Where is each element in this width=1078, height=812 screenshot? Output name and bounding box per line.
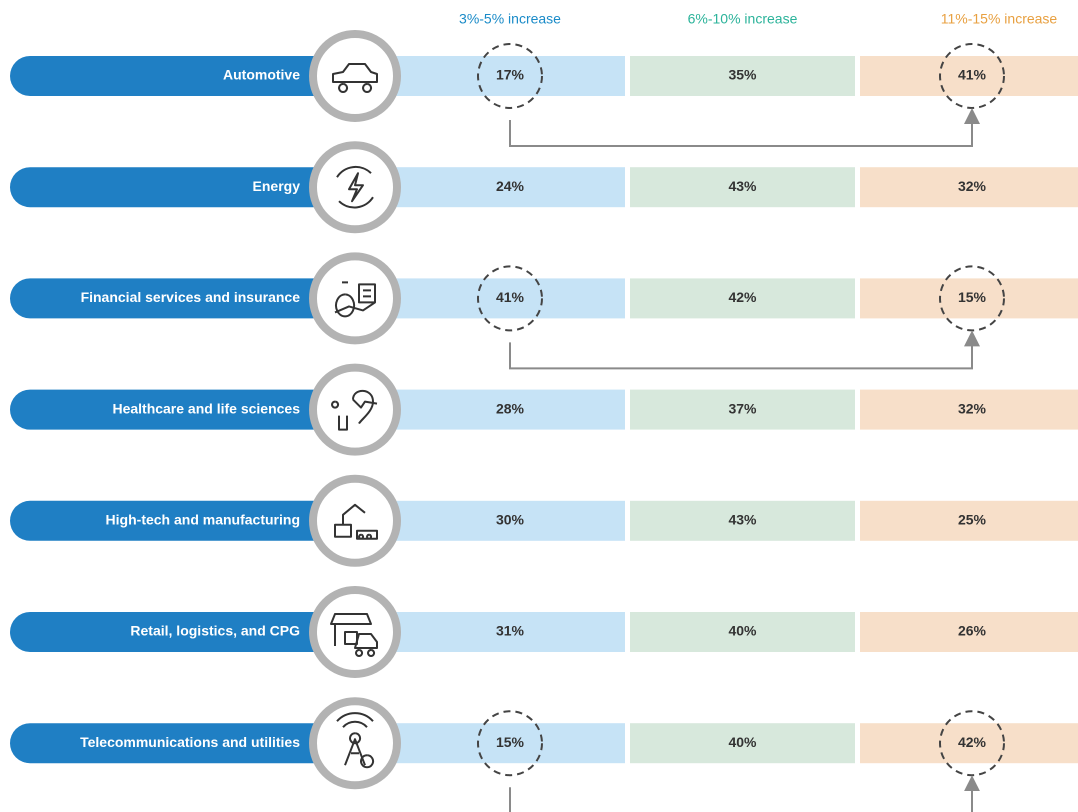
cell-value: 43% (728, 512, 757, 528)
icon (331, 389, 378, 431)
cell (395, 56, 625, 96)
row-label: Healthcare and life sciences (112, 400, 300, 416)
connector-arrow (509, 108, 980, 147)
cell-value: 40% (728, 734, 757, 750)
row: Telecommunications and utilities 15% 40% 42… (10, 697, 1078, 812)
cell-value: 26% (958, 623, 987, 639)
row-pill (10, 612, 330, 652)
cell (860, 389, 1078, 430)
cell (630, 723, 855, 764)
icon (336, 712, 375, 769)
column-header: 6%-10% increase (688, 11, 798, 27)
cell (395, 389, 625, 430)
column-header: 11%-15% increase (941, 11, 1058, 27)
cell-value: 35% (728, 67, 757, 83)
cell-value: 42% (728, 289, 757, 305)
cell-value: 15% (958, 289, 987, 305)
icon (336, 165, 374, 209)
cell-value: 31% (496, 623, 525, 639)
icon (334, 281, 376, 318)
column-header: 3%-5% increase (459, 11, 561, 27)
row-label: Financial services and insurance (81, 289, 301, 305)
row-pill (10, 723, 330, 764)
cell-value: 15% (496, 734, 525, 750)
cell (395, 723, 625, 764)
row-label: Energy (253, 178, 301, 194)
cell (395, 167, 625, 208)
highlight-circle (939, 265, 1005, 332)
row: Retail, logistics, and CPG 31% 40% 26% (10, 586, 1078, 678)
cell-value: 41% (958, 67, 987, 83)
cell-value: 43% (728, 178, 757, 194)
row-label: Automotive (223, 67, 300, 83)
connector-arrow (509, 775, 980, 812)
connector-arrow (509, 330, 980, 370)
icon-ring (309, 30, 401, 122)
cell (860, 612, 1078, 652)
cell (630, 167, 855, 208)
cell-value: 25% (958, 512, 987, 528)
cell-value: 28% (496, 400, 525, 416)
cell (630, 278, 855, 319)
cell-value: 40% (728, 623, 757, 639)
cell (395, 500, 625, 541)
cell (860, 56, 1078, 96)
row-pill (10, 389, 330, 430)
icon (330, 613, 378, 657)
cell-value: 41% (496, 289, 525, 305)
cell (860, 167, 1078, 208)
row: Energy 24% 43% 32% (10, 141, 1078, 234)
row-pill (10, 278, 330, 319)
cell-value: 32% (958, 178, 987, 194)
row-label: Telecommunications and utilities (80, 734, 300, 750)
cell (630, 389, 855, 430)
cell-value: 24% (496, 178, 525, 194)
row-pill (10, 167, 330, 208)
highlight-circle (477, 710, 543, 777)
cell (630, 612, 855, 652)
cell (860, 278, 1078, 319)
icon-ring (309, 141, 401, 234)
icon-ring (309, 363, 401, 456)
highlight-circle (477, 265, 543, 332)
cell-value: 37% (728, 400, 757, 416)
icon (332, 63, 378, 93)
row-label: High-tech and manufacturing (106, 512, 300, 528)
cell (395, 278, 625, 319)
row: High-tech and manufacturing 30% 43% 25% (10, 474, 1078, 567)
cell (630, 500, 855, 541)
highlight-circle (477, 43, 543, 109)
cell (860, 723, 1078, 764)
cell-value: 32% (958, 400, 987, 416)
icon (334, 503, 378, 540)
cell-value: 17% (496, 67, 525, 83)
row: Healthcare and life sciences 28% 37% 32% (10, 363, 1078, 456)
cell-value: 30% (496, 512, 525, 528)
row-label: Retail, logistics, and CPG (130, 623, 300, 639)
row-pill (10, 56, 330, 96)
row: Financial services and insurance 41% 42% 15… (10, 252, 1078, 370)
cell (630, 56, 855, 96)
cell (395, 612, 625, 652)
row: Automotive 17% 35% 41% (10, 30, 1078, 147)
row-pill (10, 500, 330, 541)
icon-ring (309, 474, 401, 567)
cell-value: 42% (958, 734, 987, 750)
icon-ring (309, 252, 401, 345)
cell (860, 500, 1078, 541)
